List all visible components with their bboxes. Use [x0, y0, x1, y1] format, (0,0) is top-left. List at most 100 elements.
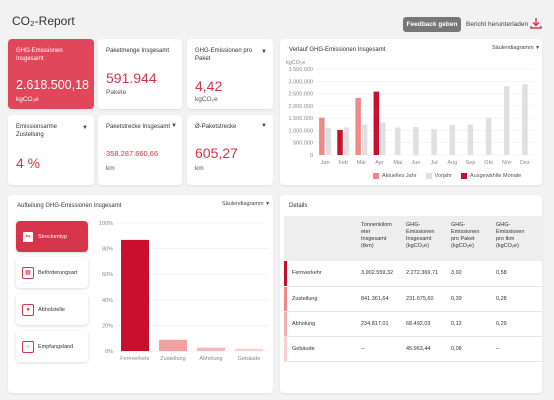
kpi-card-low-emission-delivery[interactable]: Emissionsarme Zustellung ▼ 4 % — [8, 115, 94, 185]
y-tick-label: 100% — [99, 221, 113, 227]
y-tick-label: 3.500.000 — [289, 67, 313, 73]
kpi-card-package-distance[interactable]: Paketstrecke Insgesamt ▼ 358.287.660,66 … — [98, 115, 182, 185]
dropdown-label: Säulendiagramm — [222, 201, 264, 207]
bar-previous-Dez[interactable] — [522, 84, 528, 155]
bar-Zustellung[interactable] — [159, 339, 187, 351]
kpi-value: 2.618.500,18 — [16, 78, 89, 92]
y-axis-unit-label: kgCO₂e — [286, 60, 305, 66]
table-header-total: GHG- Emissionen Insgesamt (kgCO₂e) — [403, 216, 448, 261]
trend-chart-card: Verlauf GHG-Emissionen Insgesamt Säulend… — [280, 39, 542, 185]
kpi-card-package-count[interactable]: Paketmenge Insgesamt 591.944 Pakete — [98, 39, 182, 109]
bar-Gebäude[interactable] — [235, 348, 263, 351]
cell-per-package: 0,08 — [448, 336, 493, 362]
table-row: Abholung 234.817,01 68.492,03 0,12 0,29 — [284, 311, 542, 337]
bar-previous-Mai[interactable] — [395, 127, 401, 155]
category-route-type-button[interactable]: ⇋ Streckentyp — [16, 221, 88, 252]
kpi-label: GHG-Emissionen Insgesamt — [16, 48, 63, 62]
bar-previous-Okt[interactable] — [485, 117, 492, 155]
cell-total: 231.675,60 — [403, 286, 448, 312]
category-destination-country-button[interactable]: ○ Empfangsland — [16, 331, 88, 362]
bar-current-Feb[interactable] — [337, 129, 343, 155]
legend-item-current[interactable]: Aktuelles Jahr — [373, 173, 417, 179]
table-header-per-tkm: GHG- Emissionen pro tkm (kgCO₂e) — [493, 216, 542, 261]
bar-previous-Jun[interactable] — [413, 126, 419, 155]
breakdown-title: Aufteilung GHG-Emissionen Insgesamt — [17, 203, 122, 209]
kpi-value: 591.944 — [106, 70, 157, 86]
row-label: Abholung — [284, 311, 358, 337]
kpi-unit: kgCO₂e — [195, 96, 218, 103]
x-tick-label: Zustellung — [160, 356, 185, 362]
y-tick-label: 20% — [102, 323, 113, 329]
table-header-empty — [284, 216, 358, 261]
x-tick-label: Abholung — [199, 356, 222, 362]
details-title: Details — [289, 203, 308, 209]
chevron-down-icon[interactable]: ▼ — [171, 123, 177, 129]
y-tick-label: 2.500.000 — [289, 92, 313, 98]
bar-current-Jan[interactable] — [319, 117, 325, 155]
bar-current-Apr[interactable] — [373, 91, 380, 155]
row-label: Zustellung — [284, 286, 358, 312]
truck-icon: ▦ — [22, 266, 34, 279]
bar-previous-Sep[interactable] — [467, 124, 474, 155]
kpi-value: 358.287.660,66 — [106, 149, 159, 158]
x-tick-label: Jun — [411, 160, 420, 166]
cell-per-tkm: 0,58 — [493, 261, 542, 287]
chevron-down-icon[interactable]: ▼ — [82, 125, 88, 131]
table-row: Gebäude – 45.963,44 0,08 – — [284, 336, 542, 362]
breakdown-chart-type-dropdown[interactable]: Säulendiagramm ▼ — [222, 201, 270, 207]
cell-per-tkm: 0,29 — [493, 311, 542, 337]
chevron-down-icon[interactable]: ▼ — [261, 123, 267, 129]
cell-total: 2.272.369,71 — [403, 261, 448, 287]
download-report-link[interactable]: Bericht herunterladen — [466, 21, 529, 28]
category-label: Beförderungsart — [38, 269, 78, 276]
kpi-card-avg-package-distance[interactable]: Ø-Paketstrecke ▼ 605,27 km — [187, 115, 273, 185]
bar-current-Mär[interactable] — [355, 97, 361, 155]
chevron-down-icon[interactable]: ▼ — [261, 49, 267, 55]
x-tick-label: Nov — [502, 160, 512, 166]
kpi-value: 4 % — [16, 155, 41, 171]
y-tick-label: 0 — [310, 153, 313, 159]
kpi-unit: Pakete — [106, 89, 127, 96]
y-tick-label: 40% — [102, 298, 113, 304]
bar-previous-Apr[interactable] — [380, 122, 386, 155]
bar-previous-Mär[interactable] — [361, 124, 368, 155]
x-tick-label: Feb — [339, 160, 348, 166]
chevron-down-icon: ▼ — [535, 45, 541, 51]
cell-tkm: 234.817,01 — [358, 311, 403, 337]
y-tick-label: 1.500.000 — [289, 116, 313, 122]
x-tick-label: Dez — [520, 160, 530, 166]
breakdown-card: Aufteilung GHG-Emissionen Insgesamt Säul… — [8, 195, 273, 393]
chevron-down-icon: ▼ — [265, 201, 271, 207]
legend-item-selected[interactable]: Ausgewählte Monate — [460, 173, 521, 179]
cell-per-package: 0,39 — [448, 286, 493, 312]
feedback-button[interactable]: Feedback geben — [403, 17, 461, 32]
legend-item-previous[interactable]: Vorjahr — [425, 173, 452, 179]
table-header-row: Tonnenkilom eter Insgesamt (tkm) GHG- Emissi… — [284, 216, 542, 261]
kpi-label: GHG-Emissionen pro Paket — [195, 48, 253, 62]
x-tick-label: Jul — [431, 160, 438, 166]
category-pickup-point-button[interactable]: ● Abholstelle — [16, 294, 88, 325]
trend-chart-type-dropdown[interactable]: Säulendiagramm ▼ — [492, 45, 540, 51]
kpi-label: Emissionsarme Zustellung — [16, 124, 58, 138]
bar-previous-Jul[interactable] — [431, 129, 437, 155]
x-tick-label: Fernverkehr — [120, 356, 150, 362]
dropdown-label: Säulendiagramm — [492, 45, 534, 51]
kpi-card-emissions-per-package[interactable]: GHG-Emissionen pro Paket ▼ 4,42 kgCO₂e — [187, 39, 273, 109]
y-tick-label: 500.000 — [293, 141, 313, 147]
bar-previous-Aug[interactable] — [449, 125, 456, 155]
bar-previous-Jan[interactable] — [325, 127, 332, 155]
cell-per-tkm: 0,28 — [493, 286, 542, 312]
kpi-card-total-emissions[interactable]: GHG-Emissionen Insgesamt 2.618.500,18 kg… — [8, 39, 94, 109]
cell-tkm: 841.361,64 — [358, 286, 403, 312]
bar-previous-Feb[interactable] — [343, 127, 350, 155]
category-transport-mode-button[interactable]: ▦ Beförderungsart — [16, 257, 88, 288]
kpi-label: Paketstrecke Insgesamt — [106, 124, 171, 130]
bar-previous-Nov[interactable] — [504, 86, 510, 155]
y-tick-label: 2.000.000 — [289, 104, 313, 110]
download-icon[interactable] — [529, 16, 543, 30]
row-label: Gebäude — [284, 336, 358, 362]
x-tick-label: Mär — [357, 160, 367, 166]
bar-Fernverkehr[interactable] — [121, 239, 149, 351]
page-title: CO₂-Report — [12, 14, 75, 28]
bar-Abholung[interactable] — [197, 347, 225, 351]
